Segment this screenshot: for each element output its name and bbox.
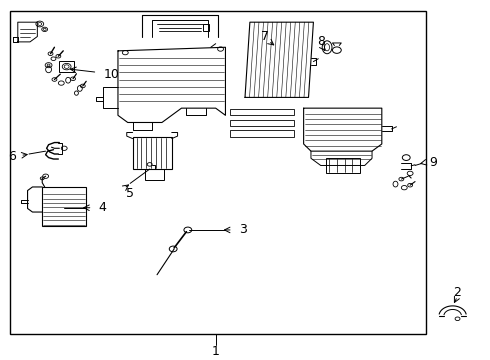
Text: 4: 4	[98, 201, 106, 214]
Bar	[326, 158, 360, 173]
Bar	[145, 169, 164, 180]
Text: 5: 5	[126, 187, 134, 200]
Text: 8: 8	[317, 35, 325, 48]
Circle shape	[43, 28, 46, 31]
Circle shape	[38, 23, 42, 26]
Bar	[59, 61, 74, 72]
Text: 6: 6	[8, 150, 16, 163]
Bar	[203, 24, 209, 31]
Text: 7: 7	[261, 30, 269, 43]
Text: 2: 2	[454, 286, 462, 299]
Text: 9: 9	[430, 156, 438, 169]
Bar	[230, 120, 294, 126]
Bar	[133, 137, 172, 169]
Text: 1: 1	[212, 345, 220, 357]
Bar	[230, 130, 294, 137]
Text: 3: 3	[239, 224, 246, 237]
Bar	[42, 187, 86, 226]
Text: 10: 10	[103, 68, 119, 81]
Bar	[230, 109, 294, 115]
Bar	[10, 12, 426, 334]
